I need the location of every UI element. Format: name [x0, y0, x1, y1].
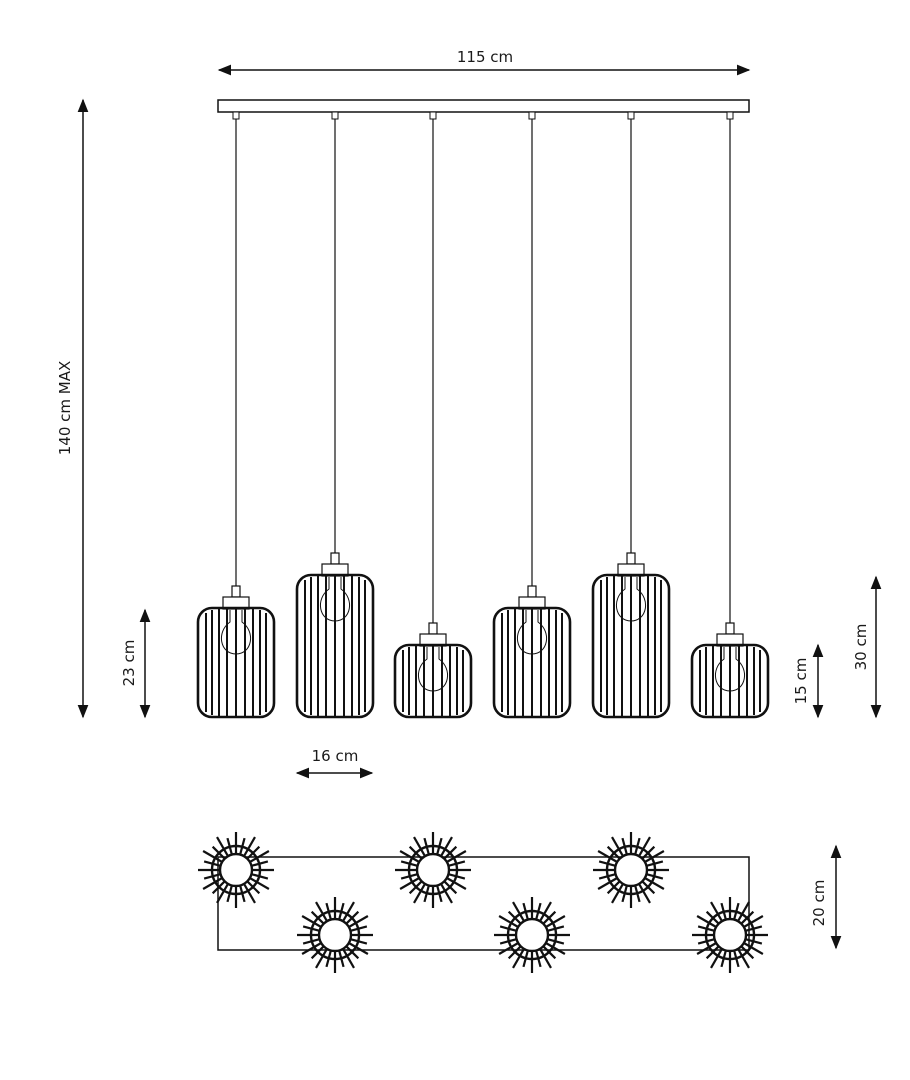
shade-rib-ray — [202, 877, 223, 890]
pendant-lamp — [591, 111, 671, 719]
shade-rib-ray — [545, 942, 566, 955]
shade-rim — [210, 844, 262, 896]
shade-rib-ray — [216, 836, 229, 857]
shade-rib-ray — [216, 883, 229, 904]
shade-rib-ray — [644, 877, 665, 890]
shade-rib-ray — [498, 942, 519, 955]
shade-top-view — [494, 897, 570, 973]
shade-rib-ray — [342, 901, 355, 922]
cable-grip — [627, 111, 635, 120]
shade-rib-ray — [249, 850, 270, 863]
shade-opening — [415, 852, 451, 888]
shade-rib-ray — [249, 877, 270, 890]
shade-rib-ray — [743, 915, 764, 928]
shade-top-view — [198, 832, 274, 908]
shade-top-view — [692, 897, 768, 973]
shade-rib-ray — [644, 850, 665, 863]
shade-top-view — [593, 832, 669, 908]
shade-rib-ray — [710, 901, 723, 922]
shade-rib-ray — [440, 883, 453, 904]
pendant-lamp — [196, 111, 276, 719]
shade-opening — [613, 852, 649, 888]
shade-rib-ray — [315, 948, 328, 969]
small-shade-height-label: 15 cm — [792, 658, 810, 705]
shade-rib-ray — [348, 915, 369, 928]
shade-rib-ray — [413, 836, 426, 857]
top-view-shades — [198, 832, 768, 973]
shade-rib-ray — [446, 850, 467, 863]
height-max-label: 140 cm MAX — [56, 361, 74, 456]
shade-rib-ray — [301, 942, 322, 955]
shade-rib-ray — [743, 942, 764, 955]
shade-rib-ray — [243, 836, 256, 857]
shade-rim — [309, 909, 361, 961]
shade-rib-ray — [512, 948, 525, 969]
shade-rib-ray — [611, 883, 624, 904]
shade-top-view — [395, 832, 471, 908]
shade-rib-ray — [446, 877, 467, 890]
pendant-lamp — [492, 111, 572, 719]
cable-grip — [331, 111, 339, 120]
socket-stem — [330, 552, 340, 565]
shade-rib-ray — [597, 877, 618, 890]
shade-rib-ray — [737, 948, 750, 969]
cable-grip — [429, 111, 437, 120]
depth-label: 20 cm — [810, 880, 828, 927]
shade-opening — [218, 852, 254, 888]
large-shade-height-label: 30 cm — [852, 624, 870, 671]
shade-top-view — [297, 897, 373, 973]
socket-stem — [428, 622, 438, 635]
shade-rib-ray — [539, 901, 552, 922]
shade-rib-ray — [545, 915, 566, 928]
shade-rib-ray — [696, 942, 717, 955]
shade-rib-ray — [399, 877, 420, 890]
shade-rib-ray — [539, 948, 552, 969]
shade-rib-ray — [440, 836, 453, 857]
shade-rib-ray — [597, 850, 618, 863]
medium-shade-height-label: 23 cm — [120, 640, 138, 687]
cable-grip — [528, 111, 536, 120]
shade-rib-ray — [696, 915, 717, 928]
pendant-lamps — [196, 111, 770, 719]
shade-opening — [514, 917, 550, 953]
shade-rib-ray — [710, 948, 723, 969]
shade-opening — [317, 917, 353, 953]
shade-rib-ray — [348, 942, 369, 955]
shade-opening — [712, 917, 748, 953]
cable-grip — [726, 111, 734, 120]
pendant-lamp — [690, 111, 770, 719]
shade-rib-ray — [498, 915, 519, 928]
cable-grip — [232, 111, 240, 120]
shade-rim — [506, 909, 558, 961]
shade-rib-ray — [611, 836, 624, 857]
shade-rib-ray — [315, 901, 328, 922]
shade-rib-ray — [638, 836, 651, 857]
shade-diameter-label: 16 cm — [312, 747, 359, 765]
shade-rib-ray — [342, 948, 355, 969]
shade-rib-ray — [737, 901, 750, 922]
socket-stem — [231, 585, 241, 598]
shade-rim — [704, 909, 756, 961]
shade-rim — [407, 844, 459, 896]
ceiling-canopy — [217, 99, 750, 113]
shade-rib-ray — [413, 883, 426, 904]
shade-rib-ray — [202, 850, 223, 863]
socket-stem — [527, 585, 537, 598]
shade-rib-ray — [512, 901, 525, 922]
socket-stem — [725, 622, 735, 635]
pendant-lamp — [295, 111, 375, 719]
width-label: 115 cm — [457, 48, 513, 66]
socket-stem — [626, 552, 636, 565]
shade-rim — [605, 844, 657, 896]
shade-rib-ray — [243, 883, 256, 904]
pendant-lamp — [393, 111, 473, 719]
shade-rib-ray — [301, 915, 322, 928]
shade-rib-ray — [399, 850, 420, 863]
shade-rib-ray — [638, 883, 651, 904]
